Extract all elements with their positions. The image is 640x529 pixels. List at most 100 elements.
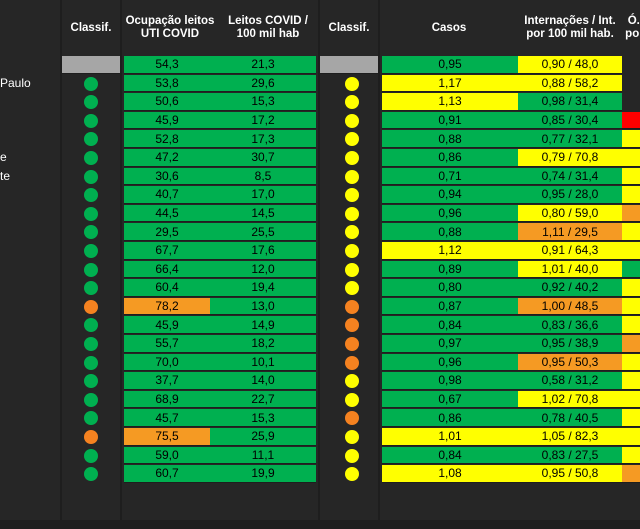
ocupacao-cell: 66,4 bbox=[124, 260, 210, 279]
green-status-dot bbox=[84, 151, 98, 165]
casos-cell: 0,88 bbox=[382, 130, 518, 148]
ocupacao-cell: 75,5 bbox=[124, 428, 210, 446]
green-status-dot bbox=[84, 355, 98, 370]
left-panel bbox=[0, 0, 60, 529]
leitos-cell: 19,4 bbox=[210, 279, 316, 297]
ocupacao-cell: 45,9 bbox=[124, 111, 210, 130]
casos-cell: 0,67 bbox=[382, 390, 518, 409]
internacoes-cell: 0,85 / 30,4 bbox=[518, 111, 622, 130]
obitos-cell bbox=[622, 242, 640, 260]
orange-status-dot bbox=[84, 430, 98, 444]
table-row: 78,2 13,0 0,87 1,00 / 48,5 bbox=[0, 297, 640, 317]
table-row: 66,4 12,0 0,89 1,01 / 40,0 bbox=[0, 260, 640, 280]
ocupacao-cell: 60,4 bbox=[124, 279, 210, 297]
ocupacao-cell: 59,0 bbox=[124, 446, 210, 465]
header-ocupacao: Ocupação leitos UTI COVID bbox=[125, 15, 215, 40]
ocupacao-cell: 60,7 bbox=[124, 465, 210, 483]
internacoes-cell: 0,95 / 38,9 bbox=[518, 335, 622, 353]
ocupacao-cell: 52,8 bbox=[124, 130, 210, 148]
obitos-cell bbox=[622, 167, 640, 186]
ocupacao-cell: 68,9 bbox=[124, 390, 210, 409]
header-leitos: Leitos COVID / 100 mil hab bbox=[228, 15, 308, 40]
table-row: 54,3 21,3 0,95 0,90 / 48,0 bbox=[0, 56, 640, 75]
obitos-cell bbox=[622, 279, 640, 297]
green-status-dot bbox=[84, 281, 98, 296]
leitos-cell: 17,2 bbox=[210, 111, 316, 130]
table-row: 67,7 17,6 1,12 0,91 / 64,3 bbox=[0, 242, 640, 261]
yellow-status-dot bbox=[345, 467, 359, 482]
yellow-status-dot bbox=[345, 132, 359, 147]
yellow-status-dot bbox=[345, 113, 359, 128]
orange-status-dot bbox=[345, 355, 359, 370]
table-row: 60,7 19,9 1,08 0,95 / 50,8 bbox=[0, 465, 640, 484]
internacoes-cell: 0,79 / 70,8 bbox=[518, 149, 622, 167]
casos-cell: 1,01 bbox=[382, 428, 518, 446]
casos-cell: 0,71 bbox=[382, 167, 518, 186]
yellow-status-dot bbox=[345, 206, 359, 221]
table-row: 45,7 15,3 0,86 0,78 / 40,5 bbox=[0, 409, 640, 428]
yellow-status-dot bbox=[345, 225, 359, 240]
table-row: 37,7 14,0 0,98 0,58 / 31,2 bbox=[0, 372, 640, 391]
table-row: 44,5 14,5 0,96 0,80 / 59,0 bbox=[0, 204, 640, 224]
obitos-cell bbox=[622, 223, 640, 241]
internacoes-cell: 0,98 / 31,4 bbox=[518, 93, 622, 111]
yellow-status-dot bbox=[345, 95, 359, 110]
ocupacao-cell: 45,9 bbox=[124, 316, 210, 334]
green-status-dot bbox=[84, 467, 98, 482]
casos-cell: 0,97 bbox=[382, 335, 518, 353]
leitos-cell: 25,9 bbox=[210, 428, 316, 446]
leitos-cell: 30,7 bbox=[210, 149, 316, 167]
obitos-cell bbox=[622, 428, 640, 446]
internacoes-cell: 1,01 / 40,0 bbox=[518, 260, 622, 279]
ocupacao-cell: 50,6 bbox=[124, 93, 210, 111]
casos-cell: 0,94 bbox=[382, 186, 518, 204]
internacoes-cell: 0,95 / 50,8 bbox=[518, 465, 622, 483]
orange-status-dot bbox=[345, 299, 359, 314]
green-status-dot bbox=[84, 76, 98, 91]
obitos-cell bbox=[622, 130, 640, 148]
ocupacao-cell: 37,7 bbox=[124, 372, 210, 390]
obitos-cell bbox=[622, 260, 640, 279]
yellow-status-dot bbox=[345, 151, 359, 165]
casos-cell: 1,12 bbox=[382, 242, 518, 260]
obitos-cell bbox=[622, 446, 640, 465]
yellow-status-dot bbox=[345, 169, 359, 184]
green-status-dot bbox=[84, 318, 98, 333]
leitos-cell: 18,2 bbox=[210, 335, 316, 353]
obitos-cell bbox=[622, 390, 640, 409]
obitos-cell bbox=[622, 149, 640, 167]
obitos-cell bbox=[622, 372, 640, 390]
leitos-cell: 17,0 bbox=[210, 186, 316, 204]
ocupacao-cell: 47,2 bbox=[124, 149, 210, 167]
table-row: 40,7 17,0 0,94 0,95 / 28,0 bbox=[0, 186, 640, 205]
obitos-cell bbox=[622, 111, 640, 130]
internacoes-cell: 0,78 / 40,5 bbox=[518, 409, 622, 427]
table-row: 59,0 11,1 0,84 0,83 / 27,5 bbox=[0, 446, 640, 466]
orange-status-dot bbox=[345, 411, 359, 426]
obitos-cell bbox=[622, 297, 640, 316]
internacoes-cell: 0,90 / 48,0 bbox=[518, 56, 622, 74]
region-name: Paulo bbox=[0, 75, 31, 90]
table-row: 70,0 10,1 0,96 0,95 / 50,3 bbox=[0, 353, 640, 373]
leitos-cell: 11,1 bbox=[210, 446, 316, 465]
leitos-cell: 17,3 bbox=[210, 130, 316, 148]
leitos-cell: 10,1 bbox=[210, 353, 316, 372]
obitos-cell bbox=[622, 335, 640, 353]
yellow-status-dot bbox=[345, 392, 359, 407]
leitos-cell: 25,5 bbox=[210, 223, 316, 241]
casos-cell: 0,80 bbox=[382, 279, 518, 297]
classif-1-cell bbox=[62, 56, 120, 74]
ocupacao-cell: 54,3 bbox=[124, 56, 210, 74]
yellow-status-dot bbox=[345, 262, 359, 277]
leitos-cell: 17,6 bbox=[210, 242, 316, 260]
leitos-cell: 14,5 bbox=[210, 204, 316, 223]
obitos-cell bbox=[622, 316, 640, 334]
yellow-status-dot bbox=[345, 374, 359, 389]
internacoes-cell: 1,00 / 48,5 bbox=[518, 297, 622, 316]
leitos-cell: 12,0 bbox=[210, 260, 316, 279]
green-status-dot bbox=[84, 113, 98, 128]
casos-cell: 0,84 bbox=[382, 316, 518, 334]
green-status-dot bbox=[84, 169, 98, 184]
orange-status-dot bbox=[345, 337, 359, 351]
yellow-status-dot bbox=[345, 281, 359, 296]
